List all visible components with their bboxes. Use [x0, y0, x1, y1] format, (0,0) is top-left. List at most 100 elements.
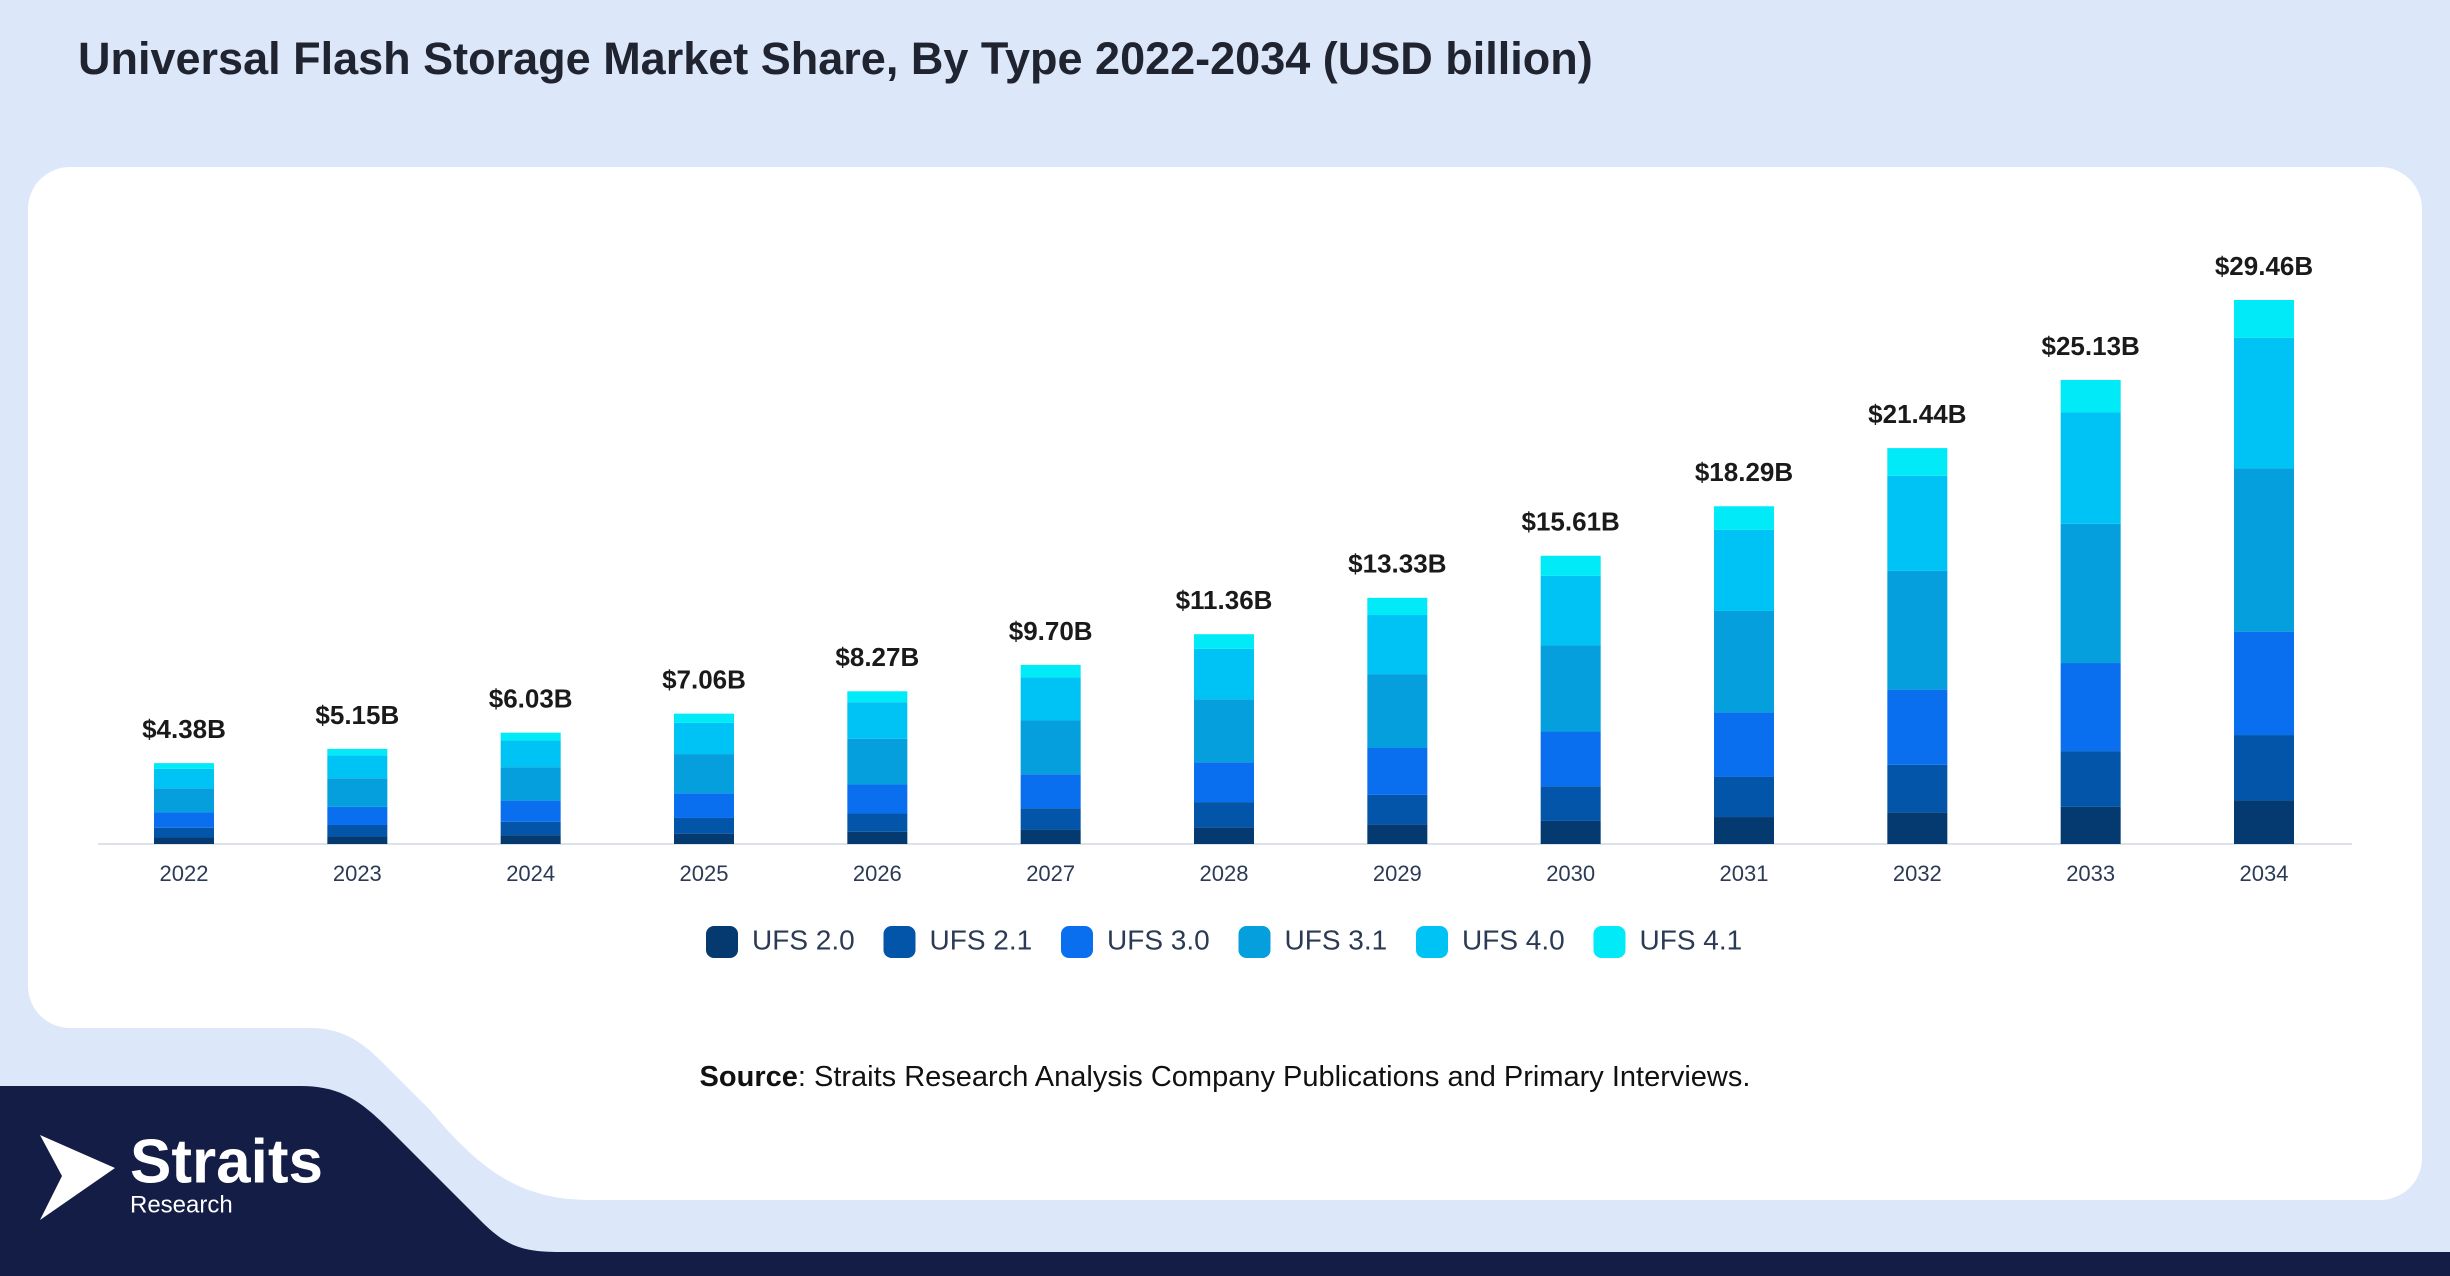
legend-label: UFS 2.1 [930, 924, 1033, 955]
legend-label: UFS 3.1 [1285, 924, 1388, 955]
bar-segment [674, 793, 734, 818]
bar-segment [1020, 808, 1081, 830]
source: Source: Straits Research Analysis Compan… [700, 1061, 1751, 1093]
legend-label: UFS 3.0 [1107, 924, 1210, 955]
bar-segment [154, 812, 214, 828]
bar-segment [1194, 648, 1254, 700]
bar-segment [1540, 731, 1601, 787]
x-tick-label: 2034 [2240, 861, 2289, 886]
bar-segment [2060, 412, 2121, 524]
bar-segment [154, 763, 214, 769]
bar-segment [1887, 448, 1948, 476]
bar-segment [2060, 379, 2121, 413]
bar-segment [1020, 720, 1081, 775]
total-label: $7.06B [662, 665, 746, 695]
x-tick-label: 2022 [160, 861, 209, 886]
bar-segment [1540, 575, 1601, 646]
x-tick-label: 2025 [680, 861, 729, 886]
bar-segment [1367, 615, 1428, 675]
bar-segment [1194, 762, 1254, 803]
bar-segment [1367, 747, 1428, 795]
total-label: $25.13B [2042, 331, 2140, 361]
x-tick-label: 2030 [1546, 861, 1595, 886]
logo-icon [40, 1135, 115, 1220]
total-label: $29.46B [2215, 251, 2313, 281]
x-tick-label: 2029 [1373, 861, 1422, 886]
legend-label: UFS 2.0 [752, 924, 855, 955]
legend-swatch [1061, 926, 1093, 958]
bar-segment [1887, 570, 1948, 690]
legend-label: UFS 4.1 [1640, 924, 1743, 955]
x-tick-label: 2027 [1026, 861, 1075, 886]
bar-segment [2060, 751, 2121, 807]
bar-segment [500, 821, 561, 836]
legend-swatch [1416, 926, 1448, 958]
bar-segment [1714, 776, 1774, 818]
logo-band [0, 1086, 2450, 1276]
bar-segment [500, 740, 561, 768]
bar-segment [1020, 829, 1081, 844]
legend-swatch [706, 926, 738, 958]
bar-segment [2060, 523, 2121, 664]
bar-segment [154, 788, 214, 813]
bar-segment [847, 831, 908, 844]
bar-segment [1540, 555, 1601, 576]
bar-segment [1540, 786, 1601, 821]
total-label: $4.38B [142, 714, 226, 744]
x-tick-label: 2033 [2066, 861, 2115, 886]
bar-segment [1714, 712, 1774, 777]
chart-title: Universal Flash Storage Market Share, By… [78, 33, 1593, 84]
legend-label: UFS 4.0 [1462, 924, 1565, 955]
bar-segment [1020, 677, 1081, 721]
bar-segment [327, 824, 388, 837]
total-label: $6.03B [489, 684, 573, 714]
source-label: Source [700, 1061, 798, 1093]
logo-name: Straits [130, 1127, 323, 1196]
legend-swatch [1593, 926, 1626, 958]
bar-segment [1714, 506, 1774, 530]
bar-segment [847, 738, 908, 785]
bar-segment [1194, 699, 1254, 763]
bar-segment [327, 755, 388, 779]
bar-segment [1714, 529, 1774, 611]
bar-segment [327, 748, 388, 756]
bar-segment [500, 732, 561, 741]
legend-swatch [883, 926, 916, 958]
bar-segment [1367, 794, 1428, 825]
bar-segment [674, 817, 734, 834]
logo-sub: Research [130, 1191, 233, 1218]
bar-segment [2234, 631, 2294, 736]
bar-segment [674, 833, 734, 844]
bar-segment [500, 835, 561, 844]
total-label: $21.44B [1868, 399, 1966, 429]
total-label: $5.15B [315, 700, 399, 730]
bar-segment [674, 713, 734, 723]
bar-segment [1020, 664, 1081, 678]
total-label: $11.36B [1176, 585, 1273, 615]
x-tick-label: 2026 [853, 861, 902, 886]
bar-segment [1367, 674, 1428, 748]
x-tick-label: 2031 [1720, 861, 1769, 886]
bar-segment [154, 837, 214, 844]
bar-segment [500, 800, 561, 822]
total-label: $8.27B [835, 642, 919, 672]
x-tick-label: 2024 [506, 861, 555, 886]
bar-segment [2060, 663, 2121, 752]
source-text: : Straits Research Analysis Company Publ… [798, 1061, 1751, 1093]
total-label: $13.33B [1348, 549, 1446, 579]
bar-segment [2234, 337, 2294, 469]
bar-segment [1540, 645, 1601, 732]
bar-segment [154, 827, 214, 838]
total-label: $15.61B [1522, 507, 1620, 537]
bar-segment [2234, 300, 2294, 338]
bar-segment [1194, 802, 1254, 828]
bar-segment [154, 768, 214, 789]
bar-segment [1194, 827, 1254, 844]
bar-segment [847, 691, 908, 703]
bar-segment [674, 722, 734, 755]
bar-segment [1367, 597, 1428, 616]
bar-segment [674, 754, 734, 794]
bar-segment [1194, 634, 1254, 649]
bar-segment [1887, 475, 1948, 571]
bar-segment [1887, 812, 1948, 844]
